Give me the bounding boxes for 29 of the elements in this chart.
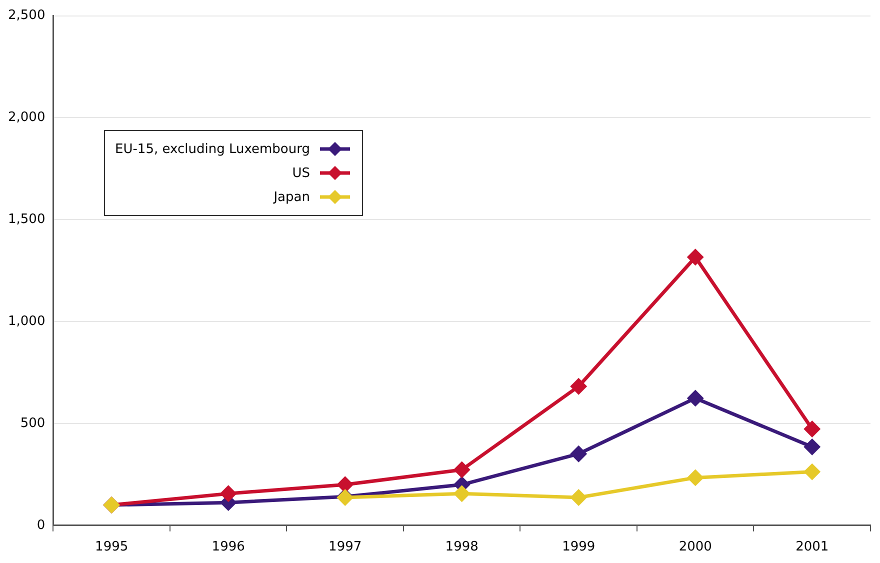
point [804, 464, 820, 480]
x-tick-label: 1997 [328, 540, 362, 555]
y-tick-label: 1,500 [8, 212, 46, 228]
x-tick-label: 2001 [796, 540, 829, 555]
point [454, 486, 470, 502]
point [570, 378, 586, 394]
x-tick-label: 1996 [212, 540, 245, 555]
x-tick-label: 2000 [678, 540, 712, 555]
point [804, 421, 820, 437]
point [570, 446, 586, 462]
legend-label: EU-15, excluding Luxembourg [115, 142, 310, 156]
y-tick-label: 500 [20, 416, 46, 431]
y-tick-label: 0 [36, 518, 46, 533]
y-tick-label: 1,000 [8, 314, 46, 329]
x-tick-label: 1995 [95, 540, 128, 555]
point [220, 486, 236, 502]
legend-label: Japan [274, 190, 310, 204]
point [688, 470, 704, 486]
point [804, 439, 820, 455]
point [688, 249, 704, 265]
y-tick-label: 2,000 [8, 110, 46, 126]
point [454, 462, 470, 478]
x-tick-label: 1999 [562, 540, 596, 555]
legend-label: US [292, 166, 310, 180]
x-tick-label: 1998 [445, 540, 478, 555]
point [570, 490, 586, 506]
point [337, 476, 353, 492]
point [688, 390, 704, 406]
y-tick-label: 2,500 [8, 8, 46, 24]
